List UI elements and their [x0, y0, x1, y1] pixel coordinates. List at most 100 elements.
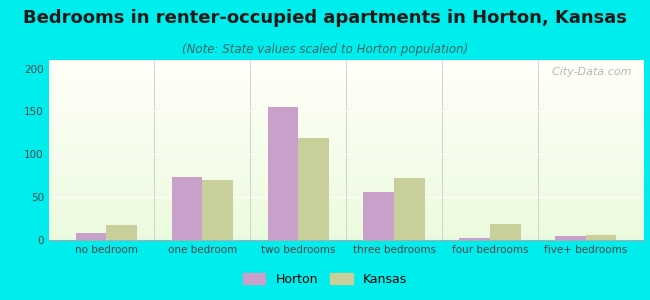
- Bar: [49, 208, 644, 209]
- Bar: [49, 116, 644, 118]
- Bar: [49, 71, 644, 73]
- Bar: [49, 220, 644, 222]
- Bar: [76, 233, 107, 240]
- Bar: [49, 76, 644, 78]
- Bar: [49, 179, 644, 181]
- Bar: [49, 109, 644, 110]
- Bar: [49, 193, 644, 195]
- Bar: [49, 233, 644, 235]
- Bar: [49, 130, 644, 132]
- Bar: [49, 83, 644, 85]
- Bar: [49, 73, 644, 74]
- Bar: [49, 157, 644, 159]
- Bar: [49, 132, 644, 134]
- Bar: [49, 226, 644, 227]
- Bar: [49, 173, 644, 175]
- Bar: [49, 197, 644, 199]
- Bar: [49, 168, 644, 170]
- Bar: [49, 94, 644, 96]
- Bar: [172, 177, 202, 240]
- Bar: [49, 181, 644, 182]
- Bar: [394, 178, 424, 240]
- Bar: [49, 85, 644, 87]
- Bar: [49, 64, 644, 65]
- Bar: [49, 235, 644, 236]
- Bar: [49, 229, 644, 231]
- Bar: [49, 186, 644, 188]
- Bar: [49, 218, 644, 220]
- Bar: [49, 191, 644, 193]
- Text: Bedrooms in renter-occupied apartments in Horton, Kansas: Bedrooms in renter-occupied apartments i…: [23, 9, 627, 27]
- Bar: [49, 112, 644, 114]
- Bar: [49, 134, 644, 136]
- Bar: [49, 103, 644, 105]
- Bar: [586, 235, 616, 240]
- Bar: [490, 224, 521, 240]
- Bar: [49, 154, 644, 155]
- Bar: [49, 163, 644, 164]
- Bar: [49, 215, 644, 217]
- Bar: [49, 222, 644, 224]
- Bar: [49, 211, 644, 213]
- Bar: [49, 118, 644, 119]
- Bar: [49, 159, 644, 161]
- Bar: [363, 192, 394, 240]
- Text: City-Data.com: City-Data.com: [545, 67, 632, 77]
- Bar: [49, 69, 644, 71]
- Bar: [49, 175, 644, 177]
- Bar: [49, 188, 644, 190]
- Bar: [49, 91, 644, 92]
- Bar: [49, 127, 644, 128]
- Bar: [107, 225, 137, 240]
- Bar: [49, 98, 644, 100]
- Bar: [49, 87, 644, 89]
- Bar: [49, 105, 644, 107]
- Bar: [49, 123, 644, 125]
- Bar: [49, 139, 644, 141]
- Bar: [49, 206, 644, 208]
- Bar: [49, 166, 644, 168]
- Bar: [49, 145, 644, 146]
- Bar: [49, 161, 644, 163]
- Bar: [49, 67, 644, 69]
- Bar: [49, 119, 644, 121]
- Bar: [49, 82, 644, 83]
- Bar: [49, 238, 644, 240]
- Bar: [49, 107, 644, 109]
- Bar: [49, 164, 644, 166]
- Bar: [49, 177, 644, 179]
- Bar: [49, 96, 644, 98]
- Bar: [49, 236, 644, 238]
- Bar: [49, 155, 644, 157]
- Bar: [202, 180, 233, 240]
- Bar: [49, 110, 644, 112]
- Bar: [49, 148, 644, 150]
- Bar: [49, 92, 644, 94]
- Bar: [49, 60, 644, 62]
- Bar: [49, 125, 644, 127]
- Bar: [268, 107, 298, 240]
- Bar: [49, 137, 644, 139]
- Bar: [49, 172, 644, 173]
- Bar: [49, 231, 644, 233]
- Bar: [49, 101, 644, 103]
- Bar: [49, 202, 644, 204]
- Bar: [49, 143, 644, 145]
- Bar: [460, 238, 490, 240]
- Legend: Horton, Kansas: Horton, Kansas: [238, 268, 412, 291]
- Bar: [49, 152, 644, 154]
- Bar: [49, 200, 644, 202]
- Bar: [49, 199, 644, 200]
- Bar: [49, 136, 644, 137]
- Bar: [555, 236, 586, 240]
- Bar: [49, 217, 644, 218]
- Bar: [298, 138, 329, 240]
- Bar: [49, 65, 644, 67]
- Bar: [49, 78, 644, 80]
- Bar: [49, 182, 644, 184]
- Bar: [49, 74, 644, 76]
- Bar: [49, 204, 644, 206]
- Bar: [49, 150, 644, 152]
- Bar: [49, 80, 644, 82]
- Bar: [49, 224, 644, 226]
